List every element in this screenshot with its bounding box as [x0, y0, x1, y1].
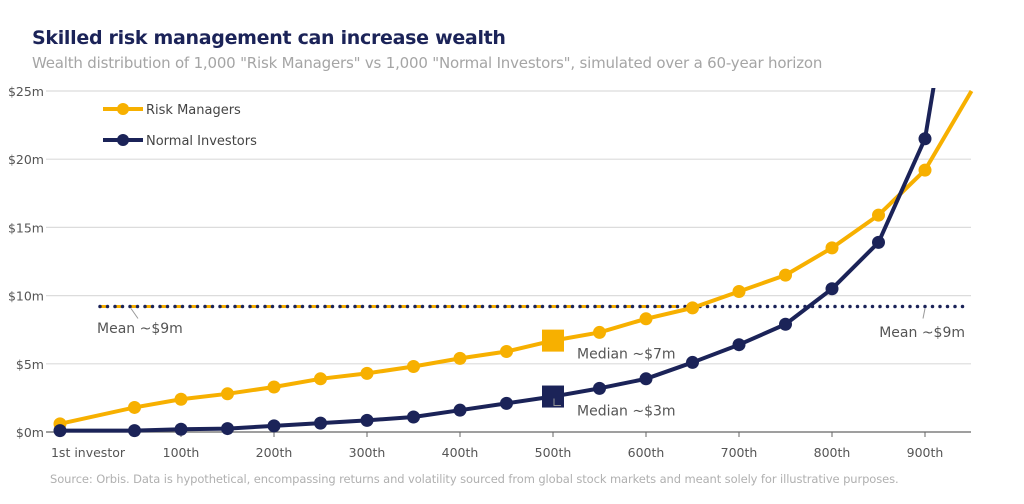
data-point [267, 380, 281, 394]
chart-subtitle: Wealth distribution of 1,000 "Risk Manag… [32, 54, 823, 72]
data-point [779, 317, 792, 331]
y-tick-label: $25m [8, 84, 44, 99]
median-marker [542, 385, 564, 408]
x-tick-label: 500th [535, 445, 572, 460]
data-point [360, 366, 374, 380]
x-tick-label: 200th [256, 445, 293, 460]
data-point [825, 282, 839, 296]
data-point [314, 416, 327, 430]
median-label: Median ~$3m [577, 404, 676, 420]
legend-label: Normal Investors [146, 134, 257, 149]
data-point [453, 351, 467, 365]
mean-label-leader [922, 308, 926, 319]
data-point [128, 400, 141, 414]
data-point [453, 403, 467, 417]
data-point [639, 312, 653, 326]
x-tick-label: 1st investor [51, 445, 126, 460]
data-point [779, 268, 792, 282]
legend-swatch-marker [117, 103, 129, 115]
median-label-leader [553, 398, 561, 407]
data-point [732, 338, 746, 352]
mean-label-right: Mean ~$9m [879, 325, 965, 341]
data-point [593, 381, 606, 395]
median-marker [542, 329, 564, 352]
data-point [593, 325, 606, 339]
y-tick-label: $15m [8, 220, 44, 235]
data-point [686, 355, 699, 369]
y-tick-label: $10m [8, 289, 44, 304]
y-tick-label: $20m [8, 152, 44, 167]
y-tick-label: $5m [16, 357, 44, 372]
data-point [360, 413, 374, 427]
data-point [732, 285, 746, 299]
data-point [872, 235, 885, 249]
x-tick-label: 300th [349, 445, 386, 460]
data-point [53, 424, 67, 438]
data-point [267, 419, 281, 433]
x-tick-label: 100th [163, 445, 200, 460]
data-point [407, 360, 420, 374]
series-line-normal-investors [60, 88, 936, 433]
source-note: Source: Orbis. Data is hypothetical, enc… [50, 472, 899, 486]
median-label: Median ~$7m [577, 347, 676, 363]
x-tick-label: 700th [721, 445, 758, 460]
chart-title: Skilled risk management can increase wea… [32, 27, 506, 49]
data-point [500, 345, 513, 359]
x-tick-label: 600th [628, 445, 665, 460]
legend-label: Risk Managers [146, 103, 241, 118]
data-point [825, 241, 839, 255]
data-point [314, 372, 327, 386]
data-point [407, 410, 420, 424]
data-point [174, 422, 188, 436]
data-point [918, 132, 932, 146]
data-point [174, 392, 188, 406]
data-point [221, 422, 234, 436]
data-point [128, 424, 141, 438]
data-point [686, 301, 699, 315]
data-point [872, 208, 885, 222]
x-tick-label: 800th [814, 445, 851, 460]
x-tick-label: 900th [907, 445, 944, 460]
data-point [918, 163, 932, 177]
y-tick-label: $0m [16, 425, 44, 440]
data-point [221, 387, 234, 401]
mean-label-leader [130, 308, 139, 319]
mean-label-left: Mean ~$9m [97, 321, 183, 337]
data-point [639, 372, 653, 386]
data-point [500, 396, 513, 410]
legend-swatch-marker [117, 134, 129, 146]
x-tick-label: 400th [442, 445, 479, 460]
series-line-risk-managers [59, 89, 974, 426]
